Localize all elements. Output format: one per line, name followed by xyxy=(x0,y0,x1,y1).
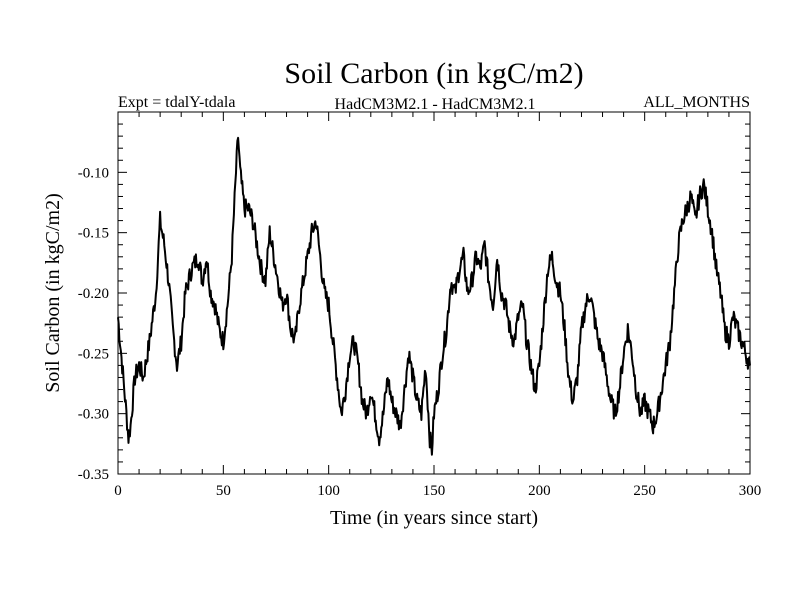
y-tick-label: -0.30 xyxy=(78,407,109,423)
x-tick-label: 100 xyxy=(317,483,340,499)
subtitle-expt: Expt = tdalY-tdala xyxy=(118,94,235,111)
y-axis-label: Soil Carbon (in kgC/m2) xyxy=(42,193,64,392)
y-tick-labels: -0.35 -0.30 -0.25 -0.20 -0.15 -0.10 xyxy=(78,165,109,483)
y-tick-label: -0.10 xyxy=(78,165,109,181)
subtitle-models: HadCM3M2.1 - HadCM3M2.1 xyxy=(335,96,536,113)
x-axis-label: Time (in years since start) xyxy=(330,507,538,529)
chart-title: Soil Carbon (in kgC/m2) xyxy=(284,57,583,90)
soil-carbon-series-line xyxy=(117,136,751,456)
y-tick-label: -0.25 xyxy=(78,346,109,362)
x-tick-label: 200 xyxy=(528,483,551,499)
axis-ticks xyxy=(117,112,751,475)
subtitle-months: ALL_MONTHS xyxy=(643,94,750,111)
x-tick-label: 150 xyxy=(423,483,446,499)
x-tick-label: 300 xyxy=(739,483,762,499)
x-tick-label: 50 xyxy=(216,483,231,499)
y-tick-label: -0.15 xyxy=(78,226,109,242)
x-tick-labels: 0 50 100 150 200 250 300 xyxy=(114,483,761,499)
y-tick-label: -0.35 xyxy=(78,467,109,483)
y-tick-label: -0.20 xyxy=(78,286,109,302)
x-tick-label: 250 xyxy=(633,483,656,499)
x-tick-label: 0 xyxy=(114,483,122,499)
